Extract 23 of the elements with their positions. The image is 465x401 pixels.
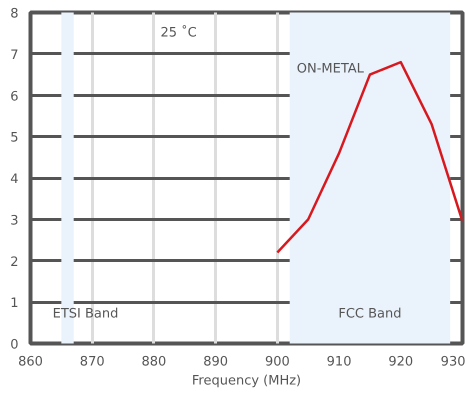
y-tick-label: 7 <box>10 48 19 63</box>
x-axis-title: Frequency (MHz) <box>192 374 302 388</box>
line-series <box>276 60 462 254</box>
x-tick-label: 880 <box>142 354 166 370</box>
x-tick-label: 900 <box>264 354 290 370</box>
x-tick-label: 860 <box>18 354 43 370</box>
band-label: FCC Band <box>338 306 402 322</box>
y-tick-label: 8 <box>10 6 19 22</box>
annotation: 25 ˚C <box>160 24 197 40</box>
series-label: ON-METAL <box>296 62 365 77</box>
x-tick-label: 870 <box>80 354 105 370</box>
y-tick-label: 3 <box>10 213 19 228</box>
x-tick-label: 890 <box>203 354 228 370</box>
y-tick-label: 6 <box>10 89 19 104</box>
y-tick-label: 2 <box>10 254 19 270</box>
band-label: ETSI Band <box>52 306 118 322</box>
x-tick-label: 930 <box>440 354 465 370</box>
y-tick-label: 1 <box>10 296 19 312</box>
y-tick-label: 5 <box>10 130 19 146</box>
x-tick-label: 920 <box>388 354 414 370</box>
y-tick-label: 0 <box>10 338 19 352</box>
y-tick-label: 4 <box>10 172 19 187</box>
x-tick-label: 910 <box>326 354 352 370</box>
